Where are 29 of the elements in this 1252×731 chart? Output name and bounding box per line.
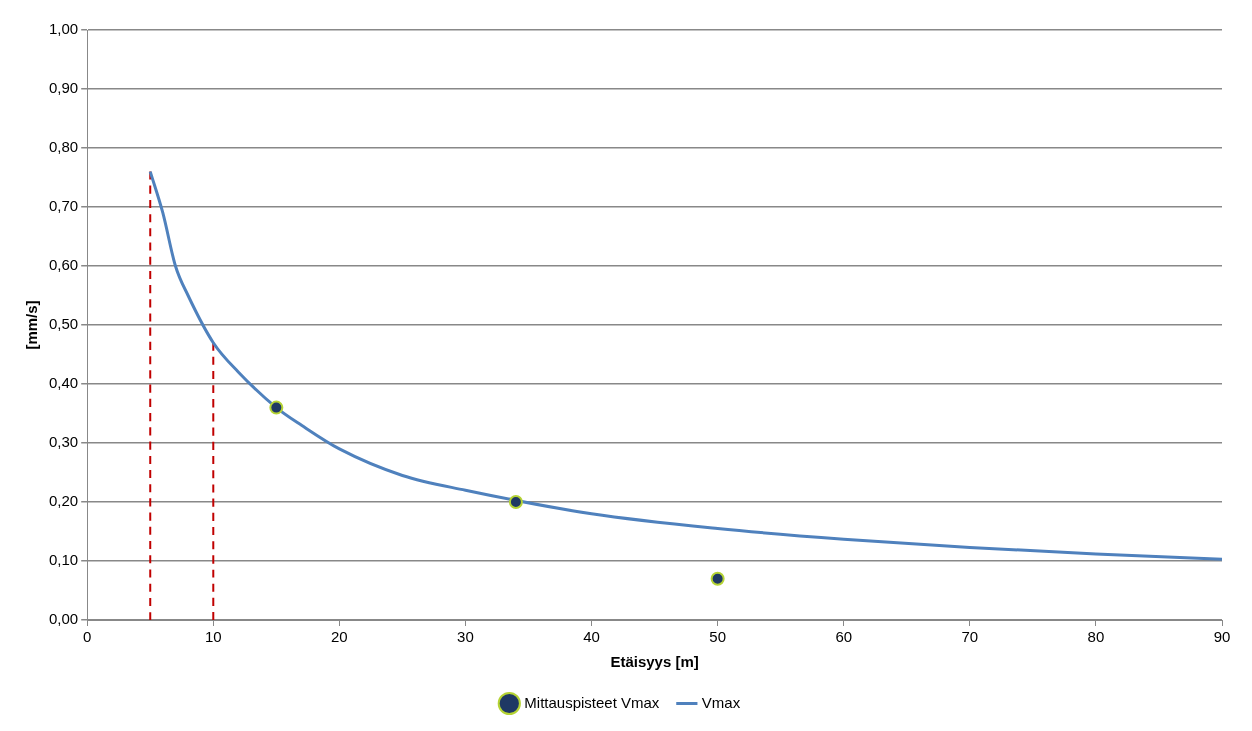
y-tick-label: 0,10 [48,551,79,569]
y-tick-label: 0,50 [48,315,79,333]
x-tick-label: 0 [83,628,92,646]
y-tick-label: 0,70 [48,197,79,215]
y-tick-label: 0,60 [48,256,79,274]
y-tick-label: 0,30 [48,433,79,451]
legend-label: Mittauspisteet Vmax [524,693,660,711]
x-tick-label: 10 [204,628,222,646]
x-tick-label: 30 [457,628,474,646]
x-tick-label: 20 [331,628,348,646]
line-series [148,170,1222,561]
y-tick-label: 0,20 [48,492,79,510]
y-tick-label: 0,40 [48,374,79,392]
point [508,495,523,509]
point [710,571,725,586]
legend-label: Vmax [701,693,741,711]
y-axis-title: [mm/s] [23,300,41,350]
point [269,400,284,415]
x-axis-title: Etäisyys [m] [610,653,699,671]
x-tick-label: 60 [835,628,853,646]
y-tick-label: 0,80 [48,138,79,156]
x-tick-label: 90 [1213,628,1231,646]
y-tick-label: 1,00 [48,20,79,38]
y-tick-label: 0,90 [48,79,79,97]
x-tick-label: 40 [583,628,600,646]
x-tick-label: 50 [709,628,726,646]
y-tick-label: 0,00 [48,610,79,628]
x-tick-label: 80 [1087,628,1105,646]
x-tick-label: 70 [961,628,979,646]
